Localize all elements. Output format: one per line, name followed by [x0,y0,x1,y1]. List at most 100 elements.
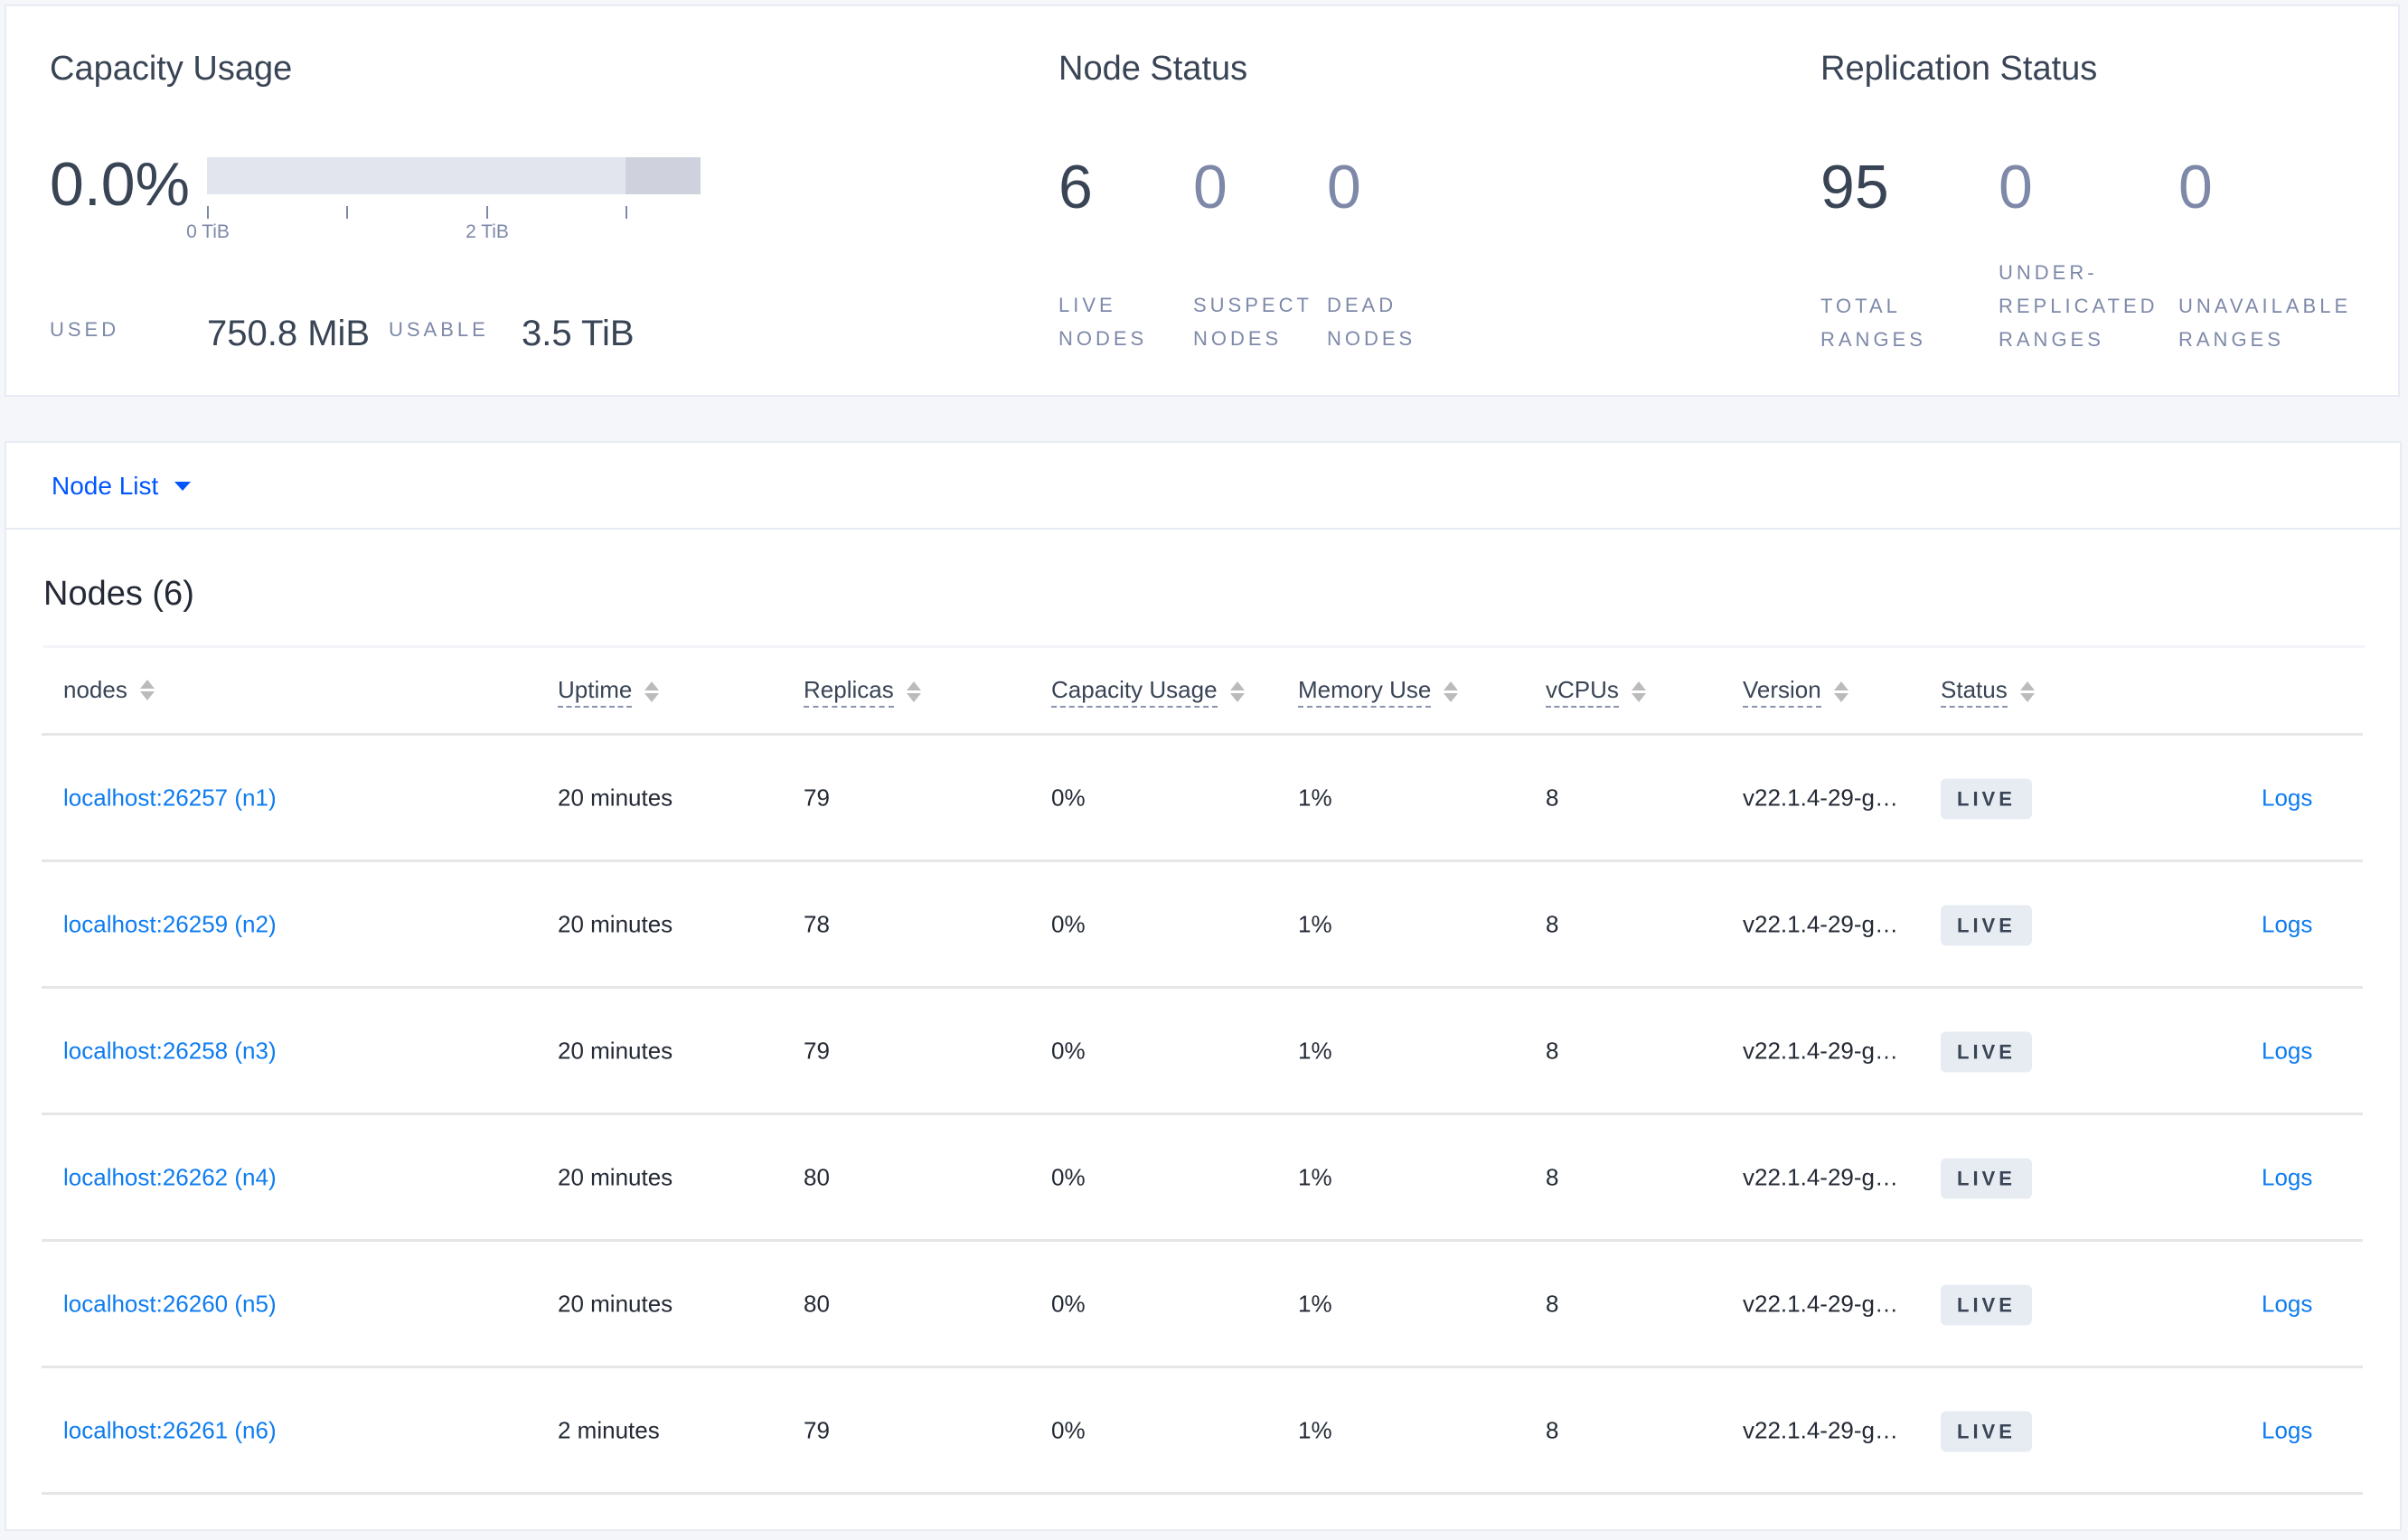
cell-uptime: 20 minutes [558,784,673,811]
sort-icon[interactable] [1229,681,1245,702]
live-nodes-label: LIVE NODES [1058,288,1147,355]
cell-replicas: 80 [804,1163,830,1190]
table-row: localhost:26258 (n3) 20 minutes 79 0% 1% 8 v22… [42,989,2363,1115]
table-row: localhost:26261 (n6) 2 minutes 79 0% 1% 8 v22.… [42,1368,2363,1495]
column-header-label: Version [1743,676,1821,708]
cell-memory: 1% [1298,1416,1332,1443]
cell-node[interactable]: localhost:26261 (n6) [63,1416,277,1443]
sort-icon[interactable] [1631,681,1646,702]
divider [6,528,2400,530]
sort-icon[interactable] [906,681,921,702]
status-badge: LIVE [1941,778,2032,819]
cell-vcpus: 8 [1546,1163,1559,1190]
logs-link[interactable]: Logs [2262,910,2313,937]
cell-vcpus: 8 [1546,910,1559,937]
cell-replicas: 79 [804,784,830,811]
column-header-version[interactable]: Version [1743,676,1848,708]
cell-vcpus: 8 [1546,784,1559,811]
usable-value: 3.5 TiB [522,314,635,353]
label-line [1820,256,1926,289]
tick [346,206,348,219]
used-value: 750.8 MiB [207,314,371,353]
status-badge: LIVE [1941,1284,2032,1325]
label-line: NODES [1058,327,1148,350]
logs-link[interactable]: Logs [2262,1290,2313,1317]
column-header-uptime[interactable]: Uptime [558,676,660,708]
cell-uptime: 20 minutes [558,1163,673,1190]
label-line: UNDER- [1999,261,2098,284]
capacity-percent: 0.0% [50,150,190,219]
cell-vcpus: 8 [1546,1037,1559,1064]
label-line: RANGES [1999,328,2104,351]
column-header-label: vCPUs [1546,676,1619,708]
column-header-label: Capacity Usage [1051,676,1218,708]
cell-status: LIVE [1941,778,2032,819]
cell-memory: 1% [1298,1163,1332,1190]
node-status-title: Node Status [1058,50,1248,88]
cell-capacity: 0% [1051,910,1086,937]
logs-link[interactable]: Logs [2262,784,2313,811]
column-header-label: Memory Use [1298,676,1432,708]
label-line: UNAVAILABLE [2178,295,2352,317]
logs-link[interactable]: Logs [2262,1416,2313,1443]
sort-icon[interactable] [2019,681,2035,702]
capacity-title: Capacity Usage [50,50,293,88]
tick [207,206,209,219]
column-header-nodes[interactable]: nodes [63,676,155,704]
logs-link[interactable]: Logs [2262,1037,2313,1064]
column-header-label: Status [1941,676,2008,708]
sort-icon[interactable] [644,681,660,702]
column-header-replicas[interactable]: Replicas [804,676,921,708]
capacity-bar [207,157,701,194]
cell-node[interactable]: localhost:26262 (n4) [63,1163,277,1190]
suspect-nodes-label: SUSPECT NODES [1193,288,1312,355]
cell-node[interactable]: localhost:26258 (n3) [63,1037,277,1064]
total-ranges-count: 95 [1820,153,1889,221]
sort-icon[interactable] [1444,681,1459,702]
tick-label: 0 TiB [186,221,230,242]
column-header-memory-use[interactable]: Memory Use [1298,676,1459,708]
cell-node[interactable]: localhost:26257 (n1) [63,784,277,811]
live-nodes-count: 6 [1058,153,1093,221]
cell-replicas: 80 [804,1290,830,1317]
sort-icon[interactable] [139,680,155,700]
cell-uptime: 20 minutes [558,1037,673,1064]
status-badge: LIVE [1941,1031,2032,1072]
cell-node[interactable]: localhost:26260 (n5) [63,1290,277,1317]
usable-label: USABLE [389,318,489,341]
column-header-status[interactable]: Status [1941,676,2035,708]
cell-version: v22.1.4-29-g… [1743,1163,1898,1190]
cell-uptime: 2 minutes [558,1416,660,1443]
unavailable-count: 0 [2178,153,2213,221]
dead-nodes-label: DEAD NODES [1327,288,1416,355]
cell-uptime: 20 minutes [558,1290,673,1317]
unavailable-label: UNAVAILABLE RANGES [2178,256,2351,356]
cell-memory: 1% [1298,1290,1332,1317]
label-line: TOTAL [1820,295,1901,317]
cell-capacity: 0% [1051,1416,1086,1443]
column-header-capacity-usage[interactable]: Capacity Usage [1051,676,1245,708]
tick [626,206,627,219]
column-header-vcpus[interactable]: vCPUs [1546,676,1646,708]
node-list-dropdown[interactable]: Node List [52,472,192,501]
cell-status: LIVE [1941,905,2032,945]
column-header-label: Uptime [558,676,633,708]
nodes-heading: Nodes (6) [43,575,194,613]
label-line: SUSPECT [1193,294,1312,316]
sort-icon[interactable] [1833,681,1848,702]
under-replicated-count: 0 [1999,153,2033,221]
summary-card: Capacity Usage 0.0% 0 TiB 2 TiB USED 750… [5,5,2400,397]
used-label: USED [50,318,120,341]
table-row: localhost:26257 (n1) 20 minutes 79 0% 1% 8 v22… [42,736,2363,862]
cell-memory: 1% [1298,1037,1332,1064]
label-line: NODES [1193,327,1283,350]
cell-replicas: 79 [804,1416,830,1443]
status-badge: LIVE [1941,905,2032,945]
column-header-label: Replicas [804,676,894,708]
dead-nodes-count: 0 [1327,153,1361,221]
logs-link[interactable]: Logs [2262,1163,2313,1190]
cell-status: LIVE [1941,1411,2032,1451]
label-line [2178,256,2351,289]
cell-node[interactable]: localhost:26259 (n2) [63,910,277,937]
divider [43,645,2365,648]
